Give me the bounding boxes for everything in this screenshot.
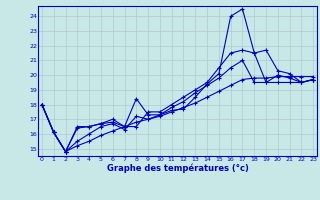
X-axis label: Graphe des températures (°c): Graphe des températures (°c) [107, 164, 249, 173]
